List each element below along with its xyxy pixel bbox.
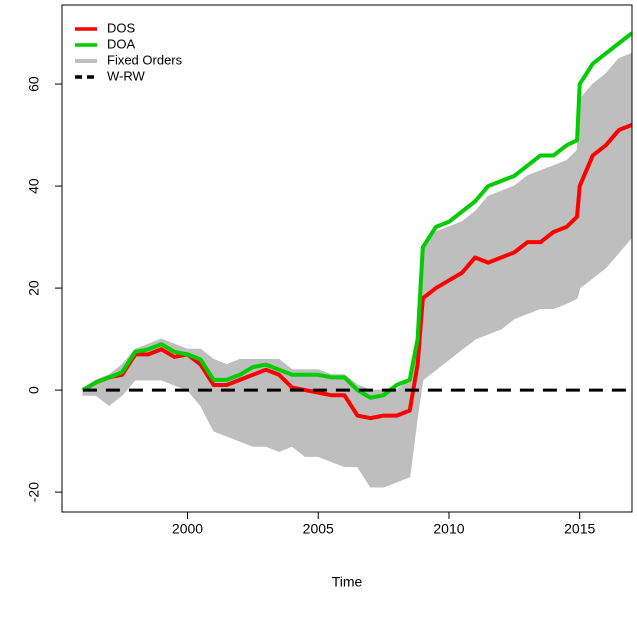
x-tick-label: 2010 (433, 521, 464, 537)
y-tick-label: 0 (26, 386, 42, 394)
x-tick-label: 2005 (303, 521, 334, 537)
x-tick-label: 2000 (172, 521, 203, 537)
legend-label: DOA (107, 36, 136, 51)
y-tick-label: 20 (26, 280, 42, 296)
band-area (82, 52, 632, 488)
x-axis-label: Time (332, 574, 363, 590)
series-line (81, 123, 632, 421)
y-tick-label: 40 (26, 178, 42, 194)
y-tick-label: 60 (26, 76, 42, 92)
legend-label: DOS (107, 20, 136, 35)
plot-frame (61, 4, 633, 513)
legend-label: Fixed Orders (107, 52, 183, 67)
plot-area (81, 31, 632, 488)
y-tick-label: -20 (26, 482, 42, 502)
series-line (81, 31, 632, 400)
legend-label: W-RW (107, 68, 146, 83)
x-tick-label: 2015 (564, 521, 595, 537)
